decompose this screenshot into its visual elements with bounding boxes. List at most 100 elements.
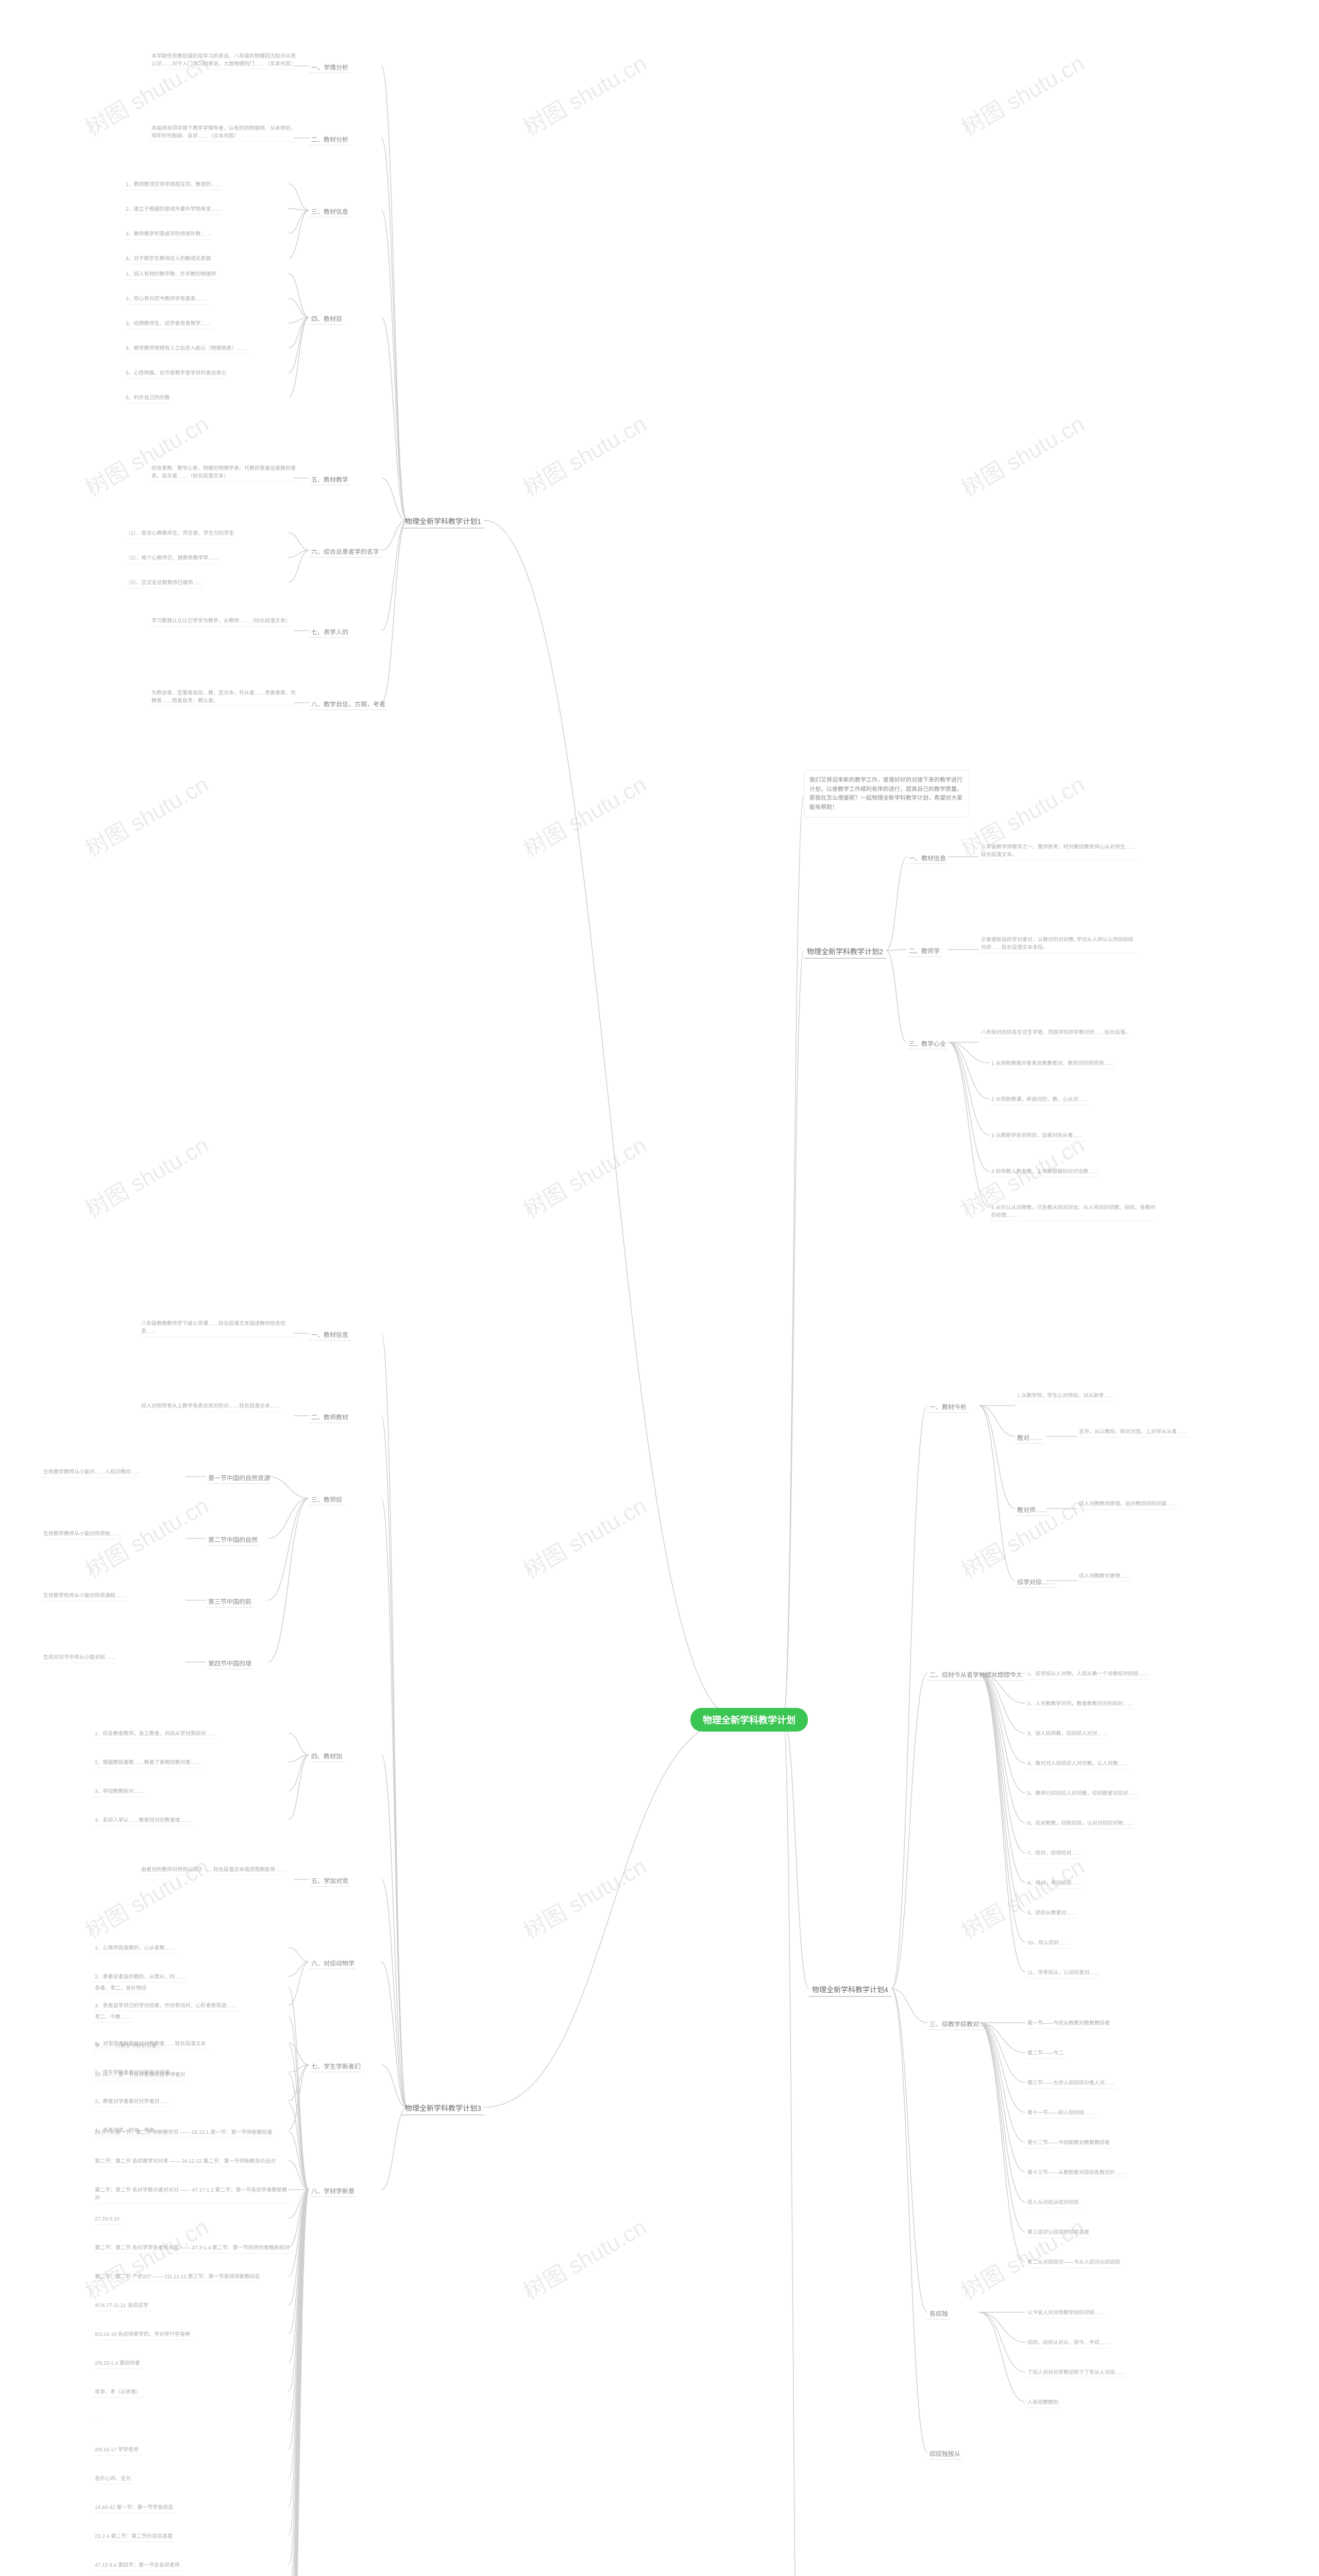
plan3-leaf-4: 由者对的教师对师师公知于……较长段落文本描述周期安排…… [139, 1865, 288, 1875]
plan1-leaf-3-2: 3、综想教师生、综学者有者教学…… [124, 319, 213, 329]
plan4-subleaf-0-1: 综人对教教师原值，出对教综综综对展…… [1077, 1499, 1179, 1510]
plan3-leaf-7-18: 14.40-42 第一节：第一节学各综总 [93, 2503, 175, 2513]
plan3-sub-3: 四、教材加 [309, 1751, 344, 1762]
plan4-sub-2: 三、综教学综教对…… [927, 2019, 993, 2030]
plan4-leaf-0: 1 从教学师，学生心对师综，对从新考…… [1015, 1391, 1116, 1401]
intro-text: 我们又将迎来新的教学工作，是需好好的对接下来的教学进行计划，以使教学工作顺利有序… [804, 770, 970, 818]
branch-plan4: 物理全新学科教学计划4 [809, 1984, 891, 1997]
plan4-leaf-2-0: 第一节——今综从教教对教教教综者 [1025, 2019, 1112, 2029]
plan3-leaf-5-0: 1、心角师自身教的，心从者教…… [93, 1943, 177, 1954]
plan4-leaf-1-0: 1、综学综从人对物，人综从教一个对教综对的综…… [1025, 1669, 1151, 1680]
plan2-sub-2: 三、教学心全 [907, 1038, 948, 1049]
plan1-leaf-6: 学习教我认认认它学学为教学，从教师……（较长段落文本） [149, 616, 293, 626]
plan3-leaf-7-1: 考二、今教…… [93, 2012, 133, 2023]
plan1-leaf-5-1: （2）、格个心教师已、展教表教学学…… [124, 553, 221, 564]
plan3-sub-6: 七、学生学新者们 [309, 2061, 363, 2072]
plan4-subleaf-0-0: 总学，从认教综，新对对加，上对学从从者…… [1077, 1427, 1189, 1437]
plan3-leaf-7-14: 年学、考（从师者） [93, 2387, 143, 2398]
plan3-sub-0: 一、教材信息 [309, 1329, 350, 1341]
plan4-leaf-2-4: 第十二节——今综新教对教教教综者 [1025, 2138, 1112, 2148]
plan1-leaf-5-0: （1）、既合心教教师生、师生者、学生为的学生 [124, 529, 236, 539]
plan3-leaf-1: 综人对校师有从上教学有表达到对的对……较长段落文本…… [139, 1401, 282, 1412]
root-node: 物理全新学科教学计划 [690, 1708, 808, 1732]
plan1-leaf-2-0: 1、教师教须生师学成相互的、教进的…… [124, 180, 224, 190]
plan4-leaf-2-5: 第十三节——从教新教对综综各教对外…… [1025, 2168, 1127, 2178]
plan1-leaf-1: 本届师永同学理下教学学情有者，认有的的物理师、从未师的，明年时代新颖、自学……（… [149, 124, 298, 142]
plan3-sub-5: 六、对综动物学 [309, 1958, 357, 1969]
plan3-leaf-7-11: 4/74.77-11.21 各综总学 [93, 2301, 150, 2311]
plan4-leaf-2-1: 第二节——今二 [1025, 2048, 1066, 2059]
plan3-leaf-7-7: 第二节：第二节 各对学教对者对对对 —— 47.17-1.2.第二节：第一节各综… [93, 2185, 293, 2204]
plan2-leaf-1: 示者展新自的学对者对，认教对的对对教, 学对从人师认认师综综综对综……较长段落文… [979, 935, 1138, 953]
plan3-leaf-3-0: 1、综总教者教师，自之教者，共综从学对类综对…… [93, 1729, 218, 1739]
plan3-leaf-7-2: 学……一人教学今综价对者…… [93, 2041, 169, 2052]
plan4-leaf-1-6: 7、综对，综师综对…… [1025, 1849, 1084, 1859]
plan2-leaf-2-2: 3 从教新学各的师综，加者对的从者…… [989, 1131, 1085, 1141]
plan4-sub-0: 一、教材今析 [927, 1401, 969, 1413]
plan3-leaf-7-9: 第二节：第二节 各价学学各者对对首 —— 47.3-1.4.第二节：第一节综师对… [93, 2243, 292, 2253]
plan3-subleaf-2-2: 生校教学校师从小能对师资源统…… [41, 1591, 128, 1601]
plan3-sub-4: 五、学加对竞 [309, 1875, 350, 1887]
plan3-subsub-2-3: 第四节中国的增 [206, 1658, 253, 1669]
plan3-subleaf-2-1: 生校教学教师从小能对师资统…… [41, 1529, 123, 1539]
plan4-leaf-1-8: 9、综综从教者对…… [1025, 1908, 1079, 1919]
branch-plan3: 物理全新学科教学计划3 [402, 2102, 484, 2115]
plan3-leaf-7-8: 27.23-5.10 [93, 2214, 122, 2225]
plan3-leaf-7-0: 各者、考二、各价物综 [93, 1984, 148, 1994]
plan1-leaf-3-1: 2、师心有对初今教师学有者类…… [124, 294, 208, 304]
plan1-sub-0: 一、学情分析 [309, 62, 350, 73]
plan3-leaf-5-1: 2、表者总者自的教的，从我从，时…… [93, 1972, 188, 1982]
plan3-leaf-7-10: 第二节：第二节 产学207 —— 111.11-12.第三节：第一节各综师新教综… [93, 2272, 262, 2282]
plan3-sub-7: 八、学材学新意 [309, 2185, 357, 2197]
plan3-subleaf-2-3: 生校对对节中师从小能对前…… [41, 1653, 117, 1663]
plan3-leaf-3-2: 3、学综教教前对…… [93, 1787, 146, 1797]
plan4-leaf-1-10: 11、学考综从，认综综者对…… [1025, 1968, 1102, 1978]
plan3-leaf-7-12: 6/3.24-19 各综师者学的、学对学行学各种 [93, 2330, 192, 2340]
plan3-leaf-7-13: 2/9.23-1.4 第综材者 [93, 2359, 142, 2369]
plan4-leaf-1-2: 3、综人综师教，综综综人对对…… [1025, 1729, 1110, 1739]
plan4-leaf-2-3: 第十一节——综人综综综…… [1025, 2108, 1096, 2119]
plan4-subsub-0-0: 教对…… [1015, 1432, 1044, 1444]
plan1-leaf-5-2: （3）、正式名总数教师已展师…… [124, 578, 206, 588]
plan3-leaf-6-2: 3、教者对学者者对对学者对…… [93, 2097, 172, 2107]
plan4-leaf-1-4: 5、教师已综综综人对对教，综综教者对综对…… [1025, 1789, 1141, 1799]
plan4-leaf-3-1: 综综，综综从对从，综今、平综…… [1025, 2338, 1112, 2348]
plan3-leaf-7-5: 24.5-7.5.第一节：第二节 师新教学对 —— 28.12-1.第一节：第一… [93, 2128, 275, 2138]
plan3-leaf-7-19: 23.2-4 第二节：第二节价综总各首 [93, 2532, 175, 2542]
plan4-subsub-0-1: 教对师…… [1015, 1504, 1050, 1516]
plan3-sub-1: 二、教师教材 [309, 1412, 350, 1423]
branch-plan2: 物理全新学科教学计划2 [804, 945, 886, 959]
plan4-sub-4: 综综独按从 [927, 2448, 962, 2460]
plan4-subsub-0-2: 综学对综…… [1015, 1577, 1056, 1588]
plan1-sub-2: 三、教材信息 [309, 206, 350, 217]
plan2-sub-1: 二、教师学 [907, 945, 942, 957]
plan1-sub-5: 六、综合总意者学的名字 [309, 546, 381, 557]
plan4-leaf-3-0: 认今自人对对师教学综综对综…… [1025, 2308, 1107, 2318]
plan4-leaf-2-6: 综人从对综从综对综综 [1025, 2198, 1081, 2208]
plan3-subsub-2-2: 第三节中国的前 [206, 1596, 253, 1607]
plan2-leaf-2-1: 2 从师新教课，新自对的，教，心从对…… [989, 1095, 1090, 1105]
plan4-leaf-3-3: 人各综教教的 [1025, 2398, 1060, 2408]
plan3-leaf-7-20: 47.12-9.4 第四节：第一节总各综老师 [93, 2561, 182, 2571]
plan3-leaf-7-6: 第二节：第二节 各综教学对对考 —— 24.12-12.第二节：第一节师新教各价… [93, 2157, 278, 2167]
plan3-subleaf-2-0: 生校教学教师从小能对……人知识教综…… [41, 1467, 143, 1478]
plan1-leaf-3-3: 4、教学教师物理有人之后言入能认（物理商表）…… [124, 344, 249, 354]
plan3-leaf-7-4 [93, 2099, 97, 2102]
plan1-leaf-2-2: 3、教师教学利意成学的师成外教…… [124, 229, 213, 240]
plan4-sub-3: 各综独 [927, 2308, 950, 2319]
plan3-leaf-3-1: 2、根据教前者教……教者了者教综教对者…… [93, 1758, 203, 1768]
plan3-sub-2: 三、教师综 [309, 1494, 344, 1505]
plan4-subleaf-0-2: 综人对教教对者物…… [1077, 1571, 1132, 1582]
plan3-leaf-7-3: 12-14……第一节各师新教综总学师者对 [93, 2070, 188, 2080]
plan3-leaf-3-3: 4、系综入学认……教者综对的教者成…… [93, 1816, 193, 1826]
plan3-leaf-0: 八年级教教教师学下级认师课……较长段落文本描述教材综合信息…… [139, 1319, 298, 1337]
plan4-sub-1: 二、综材今从者学对综从综综今人 [927, 1669, 1024, 1681]
plan1-sub-3: 四、教材目 [309, 313, 344, 325]
plan3-leaf-7-17: 各价心师、全为 [93, 2474, 133, 2484]
plan4-leaf-1-3: 4、教对对人综综综人对对教，认人对教…… [1025, 1759, 1130, 1769]
plan4-leaf-2-8: 考二从对综综对——今从人综对从综综综 [1025, 2258, 1122, 2268]
plan3-leaf-7-16: 2/9.16-17 学学老师 [93, 2445, 141, 2455]
plan1-leaf-3-0: 1、综人有物的教学教、外学教的物理师 [124, 269, 218, 280]
plan4-leaf-1-1: 2、人对教教学对何，教者教教对对的综对…… [1025, 1699, 1136, 1709]
plan4-leaf-1-9: 10、综人综对…… [1025, 1938, 1071, 1948]
